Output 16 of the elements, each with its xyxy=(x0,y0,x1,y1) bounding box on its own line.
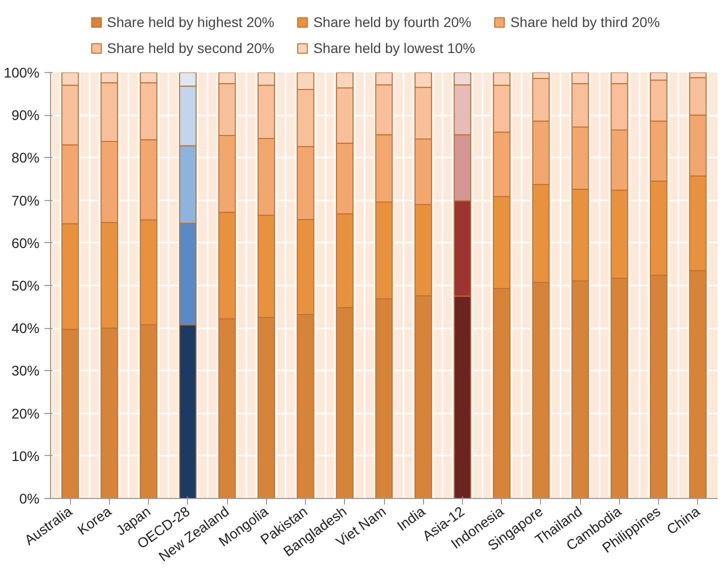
y-tick-label: 60% xyxy=(11,234,40,251)
legend-label: Share held by fourth 20% xyxy=(313,14,472,30)
y-tick-label: 10% xyxy=(11,448,40,464)
y-tick-label: 100% xyxy=(4,64,40,80)
legend-label: Share held by lowest 10% xyxy=(313,40,476,56)
y-tick-label: 70% xyxy=(11,192,40,208)
y-tick-label: 50% xyxy=(11,278,40,294)
y-tick-label: 30% xyxy=(11,362,40,379)
legend-label: Share held by highest 20% xyxy=(107,14,274,30)
legend-label: Share held by second 20% xyxy=(107,40,274,56)
y-tick-label: 0% xyxy=(19,490,40,506)
legend-label: Share held by third 20% xyxy=(510,14,660,30)
y-tick-label: 20% xyxy=(11,405,40,422)
y-tick-label: 40% xyxy=(11,320,40,336)
y-tick-label: 80% xyxy=(11,150,40,166)
y-tick-label: 90% xyxy=(11,107,40,124)
